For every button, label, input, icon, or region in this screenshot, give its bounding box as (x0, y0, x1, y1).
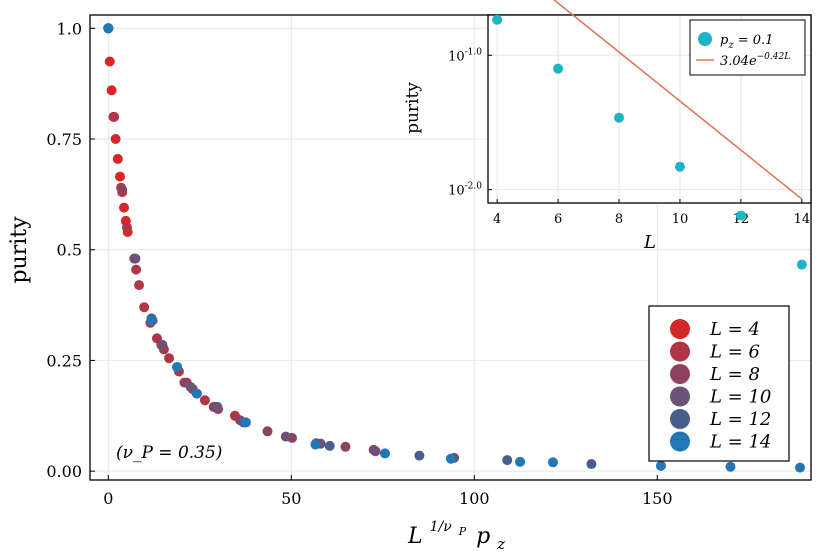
inset-legend-label-fit: 3.04e−0.42L (720, 52, 790, 69)
main-x-ticks: 0 50 100 150 (103, 475, 673, 508)
main-y-tick-label: 1.0 (57, 19, 82, 38)
data-point-l10 (280, 431, 291, 442)
legend-label: L = 6 (709, 342, 760, 363)
main-x-tick-label: 0 (103, 489, 113, 508)
nu-annotation: (ν_P = 0.35) (116, 443, 222, 463)
main-y-tick-label: 0.75 (46, 130, 82, 149)
inset-data-point (796, 259, 807, 270)
main-points (103, 23, 806, 473)
main-y-tick-label: 0.00 (46, 462, 82, 481)
inset-y-ticks: 10-2.0 10-1.0 (448, 47, 492, 199)
legend-label: L = 14 (709, 432, 771, 453)
main-legend-items: L = 4L = 6L = 8L = 10L = 12L = 14 (670, 319, 771, 453)
legend-label: L = 10 (709, 387, 771, 408)
legend-label: L = 8 (709, 364, 760, 385)
data-point-l14 (655, 460, 666, 471)
data-point-l12 (502, 455, 513, 466)
inset-x-tick-label: 14 (794, 212, 811, 227)
data-point-l14 (172, 362, 183, 373)
inset-legend-marker (698, 32, 712, 46)
data-point-l6 (121, 222, 132, 233)
inset-plot-frame (487, 14, 812, 204)
data-point-l14 (146, 315, 157, 326)
main-y-tick-label: 0.5 (57, 241, 82, 260)
inset-x-tick-label: 8 (615, 212, 623, 227)
data-point-l4 (106, 85, 117, 96)
data-point-l14 (515, 456, 526, 467)
inset-legend-label-pz: pz = 0.1 (720, 33, 773, 51)
inset-y-axis-label: purity (403, 82, 423, 134)
inset-x-axis-label: L (643, 232, 656, 253)
inset-legend: pz = 0.1 3.04e−0.42L (689, 19, 806, 76)
data-point-l4 (110, 134, 121, 144)
data-point-l10 (212, 401, 223, 412)
main-y-tick-label: 0.25 (46, 351, 82, 370)
main-x-tick-label: 150 (642, 489, 673, 508)
legend-label: L = 12 (709, 409, 771, 430)
data-point-l12 (414, 450, 425, 461)
data-point-l10 (157, 339, 168, 350)
data-point-l4 (112, 153, 123, 164)
inset-data-point (614, 112, 625, 123)
data-point-l10 (130, 253, 141, 264)
data-point-l8 (340, 441, 351, 452)
data-point-l14 (547, 457, 558, 468)
inset-x-tick-label: 10 (672, 212, 689, 227)
main-x-axis-label: L 1/ν P p z (407, 512, 505, 553)
data-point-l14 (240, 417, 251, 428)
data-point-l6 (164, 353, 175, 364)
data-point-l6 (131, 264, 142, 275)
data-point-l4 (104, 56, 115, 67)
inset-x-tick-label: 4 (493, 212, 501, 227)
inset-data-point (553, 63, 564, 74)
data-point-l10 (185, 382, 196, 392)
inset-legend-box (689, 19, 806, 76)
data-point-l14 (725, 461, 736, 472)
inset-x-tick-label: 6 (554, 212, 562, 227)
inset: 468101214 10-2.010-1.0 purity L pz = 0.1… (403, 0, 812, 270)
inset-points (492, 14, 807, 270)
inset-fit-line (553, 0, 803, 200)
legend-marker (670, 319, 690, 339)
main-legend: L = 4L = 6L = 8L = 10L = 12L = 14 (648, 305, 790, 462)
main-x-tick-label: 100 (459, 489, 490, 508)
inset-data-point (735, 210, 746, 221)
inset-data-point (674, 161, 685, 172)
data-point-l12 (324, 440, 335, 451)
data-point-l4 (115, 171, 126, 182)
data-point-l14 (191, 388, 202, 399)
main-y-ticks: 0.00 0.25 0.5 0.75 1.0 (46, 19, 95, 481)
data-point-l6 (199, 395, 210, 406)
main-y-axis-label: purity (7, 216, 32, 284)
legend-marker (670, 341, 690, 362)
data-point-l6 (139, 302, 150, 313)
data-point-l4 (119, 202, 130, 213)
legend-marker (670, 364, 690, 384)
data-point-l14 (795, 462, 806, 473)
inset-y-tick-label: 10-2.0 (448, 182, 482, 199)
legend-label: L = 4 (709, 319, 760, 340)
data-point-l6 (134, 280, 145, 291)
data-point-l8 (117, 184, 128, 195)
main-x-tick-label: 50 (281, 489, 301, 508)
inset-y-tick-label: 10-1.0 (448, 47, 482, 64)
data-point-l6 (109, 111, 120, 122)
legend-marker (670, 409, 690, 429)
main-plot-frame (89, 14, 812, 481)
data-point-l14 (103, 23, 114, 34)
data-point-l12 (586, 459, 597, 470)
legend-marker (670, 431, 690, 452)
data-point-l14 (379, 448, 390, 459)
data-point-l14 (445, 453, 456, 464)
data-point-l10 (370, 446, 381, 457)
data-point-l14 (310, 439, 321, 450)
legend-marker (670, 386, 690, 407)
inset-data-point (492, 14, 503, 25)
data-point-l8 (262, 426, 273, 437)
